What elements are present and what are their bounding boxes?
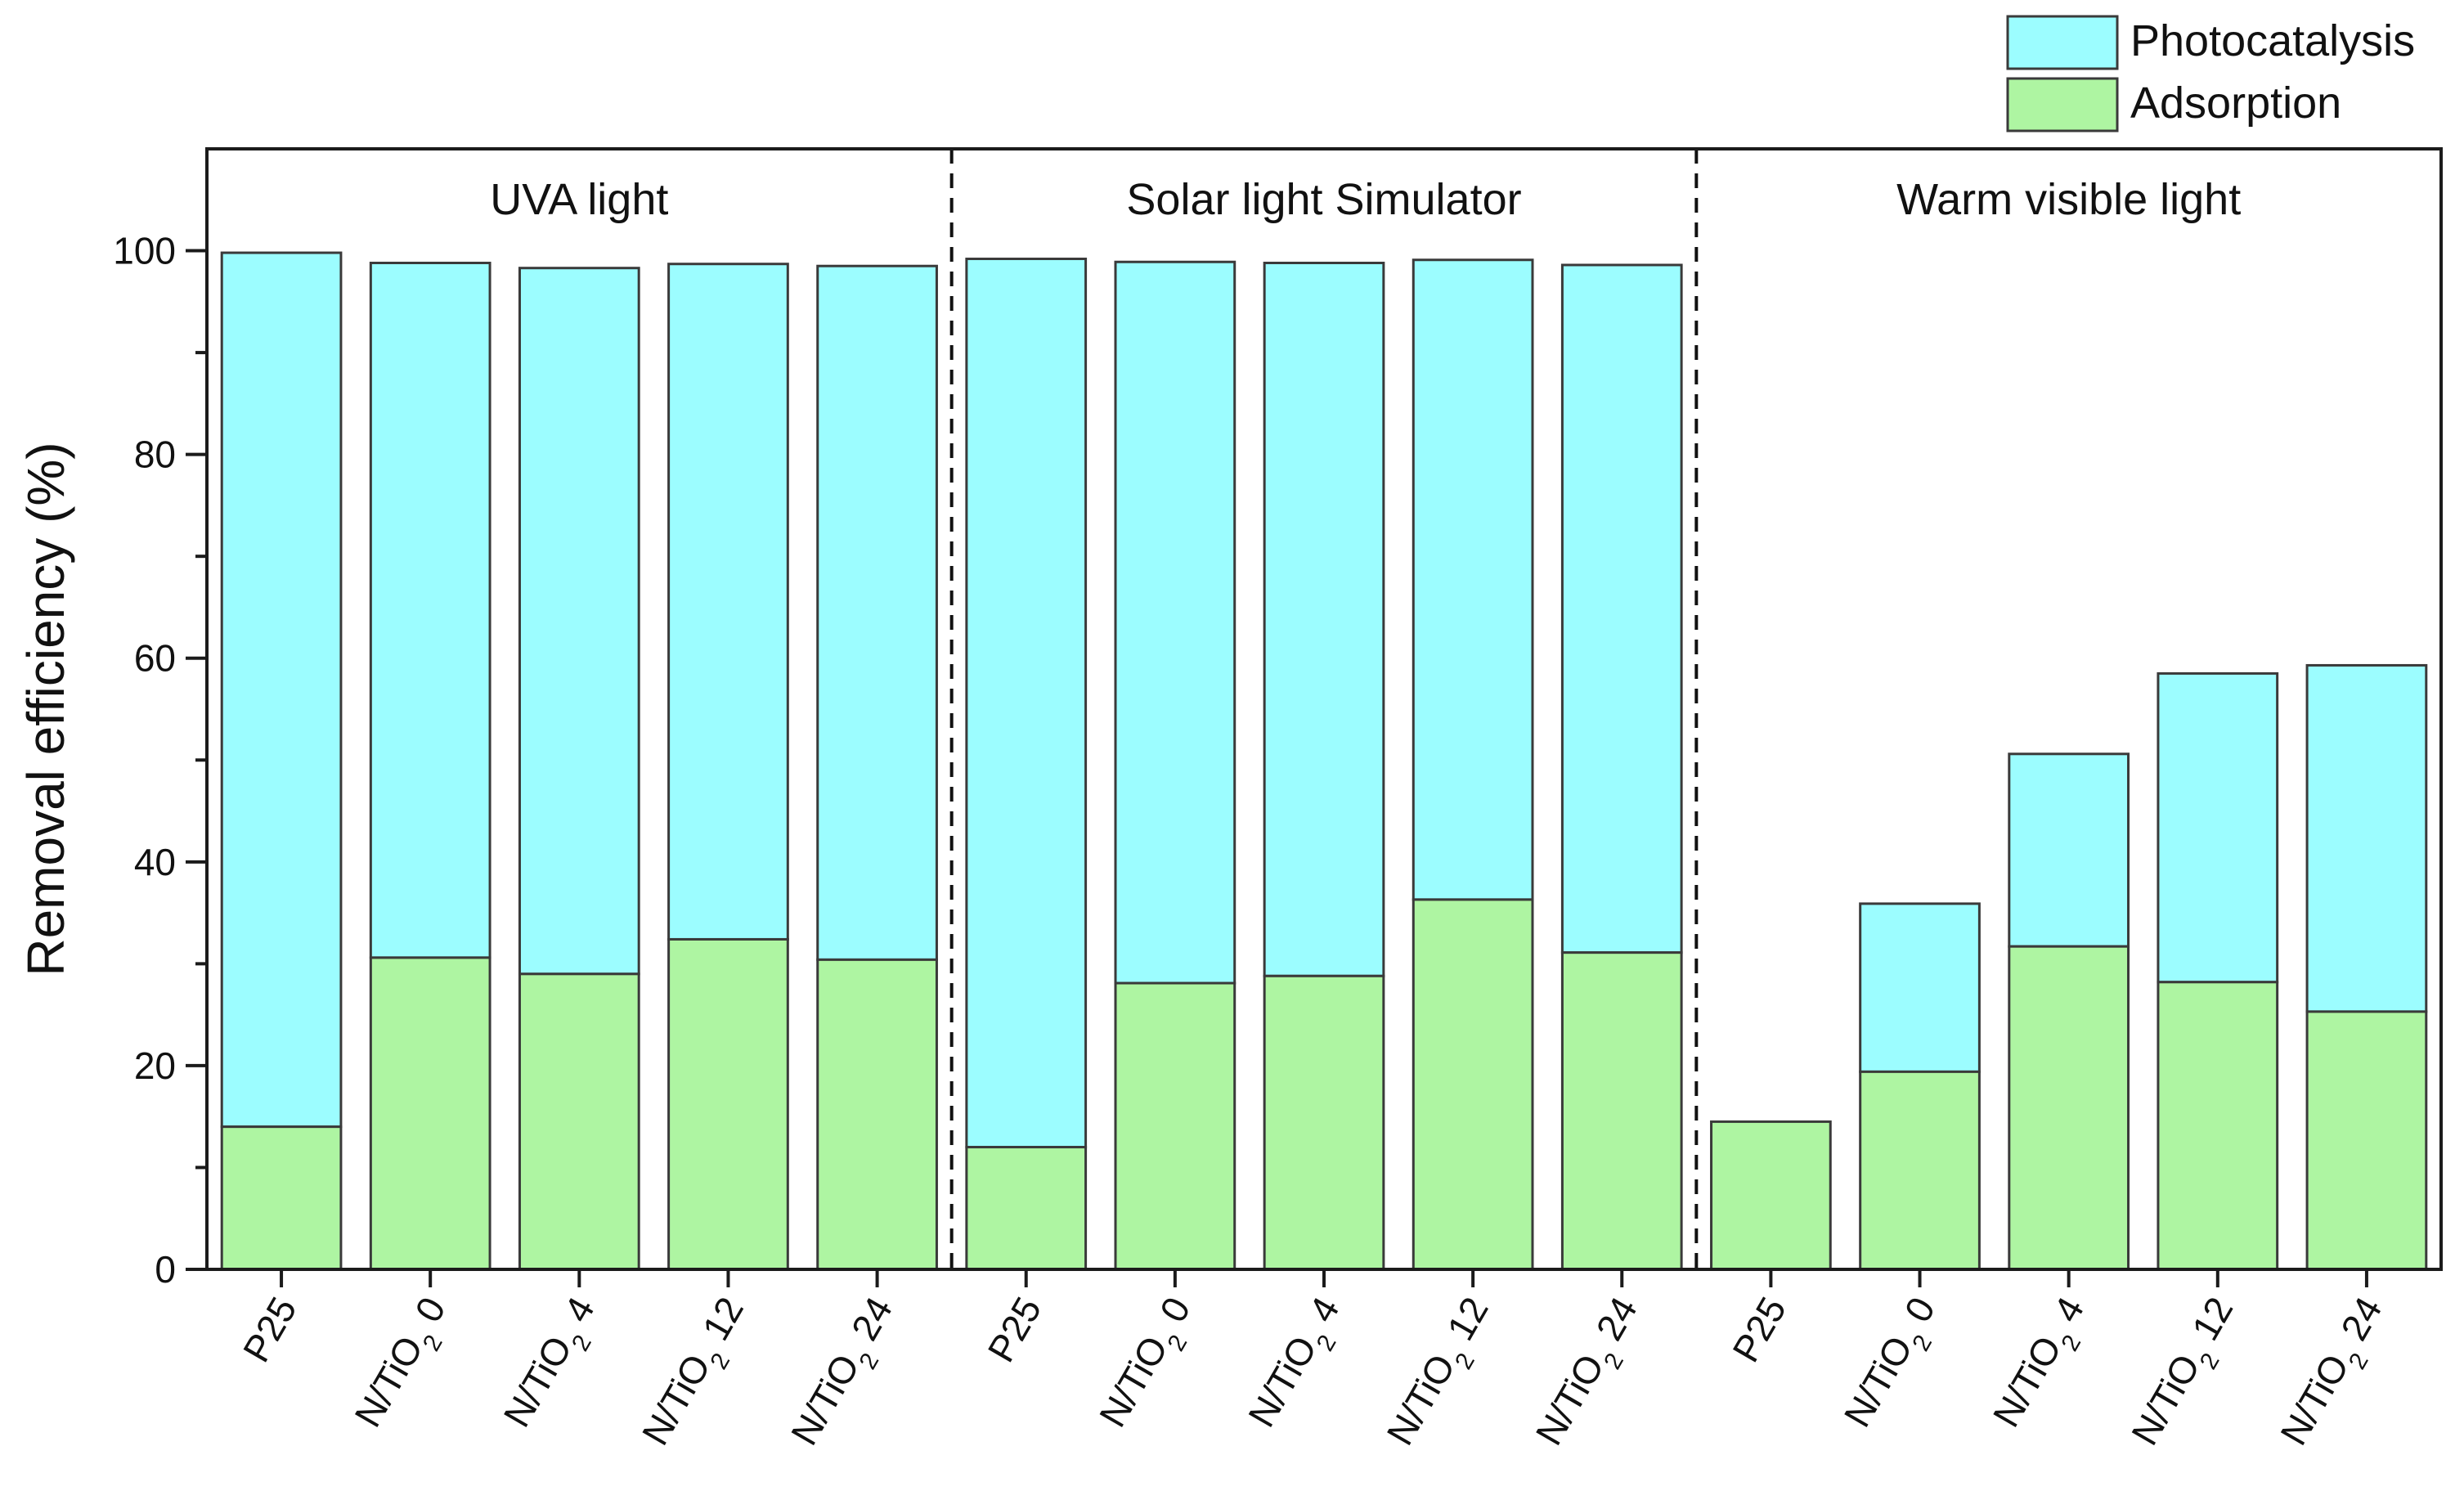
y-tick-label-100: 100 [113, 230, 176, 272]
x-label-g1-c1-text: N/TiO2 0 [1091, 1290, 1208, 1439]
y-axis-label: Removal efficiency (%) [16, 442, 75, 976]
bar-photocatalysis-g1-c3 [1412, 258, 1534, 901]
legend-swatch-0 [2006, 15, 2119, 70]
x-label-g0-c3: N/TiO2 12 [634, 1290, 761, 1457]
bar-photocatalysis-g1-c4 [1560, 263, 1683, 954]
bar-adsorption-g2-c3 [2157, 981, 2279, 1271]
x-label-g0-c4: N/TiO2 24 [783, 1290, 910, 1457]
x-label-g0-c2: N/TiO2 4 [495, 1290, 612, 1439]
bar-adsorption-g0-c0 [220, 1125, 343, 1271]
x-label-g1-c2-text: N/TiO2 4 [1240, 1290, 1357, 1439]
chart-legend-layer: Photocatalysis Adsorption [2006, 15, 2415, 132]
x-label-g0-c2-text: N/TiO2 4 [495, 1290, 612, 1439]
x-label-g0-c1: N/TiO2 0 [346, 1290, 463, 1439]
x-label-g1-c0-text: P25 [979, 1290, 1049, 1369]
bar-adsorption-g1-c3 [1412, 898, 1534, 1271]
legend-label-0: Photocatalysis [2130, 16, 2415, 65]
bar-adsorption-g0-c4 [816, 958, 938, 1271]
x-label-g1-c4: N/TiO2 24 [1527, 1290, 1654, 1457]
bar-photocatalysis-g1-c2 [1263, 261, 1385, 977]
x-label-g0-c3-text: N/TiO2 12 [634, 1290, 761, 1457]
y-tick-label-0: 0 [155, 1248, 176, 1291]
bar-adsorption-g1-c1 [1114, 981, 1236, 1271]
bar-adsorption-g1-c2 [1263, 974, 1385, 1271]
legend-swatch-1 [2006, 77, 2119, 132]
bar-adsorption-g2-c2 [2008, 945, 2130, 1271]
bar-photocatalysis-g2-c3 [2157, 671, 2279, 984]
group-label-0: UVA light [490, 175, 668, 224]
bar-adsorption-g1-c4 [1560, 951, 1683, 1271]
bar-adsorption-g0-c3 [667, 937, 789, 1271]
x-label-g2-c3: N/TiO2 12 [2123, 1290, 2251, 1457]
bar-photocatalysis-g2-c4 [2305, 663, 2428, 1013]
bar-photocatalysis-g0-c2 [518, 267, 640, 976]
group-label-1: Solar light Simulator [1126, 175, 1521, 224]
bar-photocatalysis-g1-c1 [1114, 260, 1236, 985]
x-label-g2-c1-text: N/TiO2 0 [1835, 1290, 1952, 1439]
x-label-g1-c4-text: N/TiO2 24 [1527, 1290, 1654, 1457]
chart-dividers-layer [949, 149, 1699, 1269]
bar-adsorption-g2-c1 [1859, 1070, 1981, 1271]
bar-photocatalysis-g2-c1 [1859, 902, 1981, 1073]
x-label-g2-c2: N/TiO2 4 [1985, 1290, 2102, 1439]
x-label-g2-c1: N/TiO2 0 [1835, 1290, 1952, 1439]
bar-photocatalysis-g0-c0 [220, 251, 343, 1129]
bar-photocatalysis-g2-c2 [2008, 752, 2130, 948]
bar-photocatalysis-g1-c0 [965, 258, 1088, 1149]
chart-axis-layer: 0 20 40 60 80 100 [113, 147, 2443, 1291]
bar-photocatalysis-g0-c1 [369, 261, 491, 959]
x-label-g1-c1: N/TiO2 0 [1091, 1290, 1208, 1439]
x-label-g1-c3-text: N/TiO2 12 [1378, 1290, 1506, 1457]
bar-adsorption-g2-c4 [2305, 1010, 2428, 1271]
y-tick-label-80: 80 [134, 433, 176, 476]
bar-adsorption-g2-c0 [1710, 1120, 1832, 1271]
bar-adsorption-g0-c1 [369, 956, 491, 1271]
group-label-2: Warm visible light [1896, 175, 2241, 224]
x-label-g2-c2-text: N/TiO2 4 [1985, 1290, 2102, 1439]
y-tick-label-20: 20 [134, 1044, 176, 1087]
bar-photocatalysis-g0-c4 [816, 264, 938, 961]
x-label-g1-c3: N/TiO2 12 [1378, 1290, 1506, 1457]
x-label-g2-c4-text: N/TiO2 24 [2272, 1290, 2399, 1457]
bar-photocatalysis-g0-c3 [667, 263, 789, 941]
x-label-g2-c0: P25 [1724, 1290, 1794, 1369]
x-label-g1-c0: P25 [979, 1290, 1049, 1369]
y-tick-label-40: 40 [134, 841, 176, 883]
x-label-g0-c0-text: P25 [235, 1290, 305, 1369]
y-tick-label-60: 60 [134, 637, 176, 680]
x-label-g2-c4: N/TiO2 24 [2272, 1290, 2399, 1457]
x-label-g2-c0-text: P25 [1724, 1290, 1794, 1369]
chart-bars-layer [220, 251, 2428, 1271]
x-label-g0-c0: P25 [235, 1290, 305, 1369]
bar-adsorption-g0-c2 [518, 972, 640, 1271]
x-label-g0-c4-text: N/TiO2 24 [783, 1290, 910, 1457]
legend-label-1: Adsorption [2130, 79, 2341, 128]
x-label-g0-c1-text: N/TiO2 0 [346, 1290, 463, 1439]
x-label-g2-c3-text: N/TiO2 12 [2123, 1290, 2251, 1457]
x-label-g1-c2: N/TiO2 4 [1240, 1290, 1357, 1439]
bar-adsorption-g1-c0 [965, 1146, 1088, 1271]
